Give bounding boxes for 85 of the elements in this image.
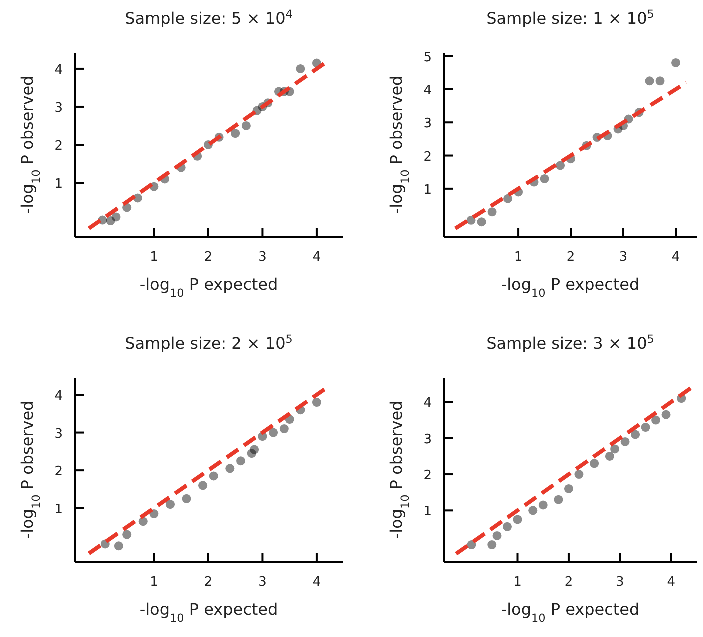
point (488, 208, 497, 217)
point (231, 129, 240, 138)
point (166, 500, 175, 510)
point (466, 216, 476, 225)
x-tick-label: 4 (312, 250, 322, 265)
x-tick-label: 1 (514, 575, 522, 590)
y-tick-label: 1 (424, 504, 432, 520)
y-tick-label: 1 (424, 182, 432, 198)
chart-title: Sample size: 1 × 10$^{5}$ (486, 8, 654, 28)
point (296, 64, 306, 74)
point (477, 218, 486, 227)
x-tick-label: 4 (667, 575, 676, 590)
point (513, 515, 522, 524)
point (590, 459, 600, 468)
point (226, 464, 235, 474)
point (538, 500, 548, 510)
point (564, 484, 574, 494)
x-tick-label: 1 (514, 250, 523, 265)
point (503, 522, 512, 532)
point (250, 445, 260, 454)
point (645, 76, 654, 86)
point (641, 423, 650, 432)
x-tick-label: 4 (312, 575, 322, 590)
point (528, 506, 538, 516)
x-tick-label: 3 (258, 250, 267, 265)
point (122, 530, 132, 540)
point (556, 161, 566, 170)
y-tick-label: 3 (424, 116, 432, 132)
point (182, 494, 192, 504)
point (198, 481, 208, 490)
x-tick-label: 4 (672, 250, 680, 265)
point (280, 424, 289, 434)
x-tick-label: 3 (258, 575, 267, 590)
point (662, 410, 671, 420)
chart-title: Sample size: 5 × 10$^{4}$ (125, 8, 293, 28)
x-tick-label: 3 (616, 575, 624, 590)
point (631, 430, 640, 440)
x-tick-label: 1 (150, 575, 158, 590)
point (574, 470, 584, 480)
point (652, 416, 661, 425)
x-axis-title: -log$_{10}$ P expected (501, 600, 640, 624)
point (672, 58, 681, 68)
point (209, 472, 218, 481)
x-axis-title: -log$_{10}$ P expected (140, 275, 278, 300)
point (492, 531, 502, 540)
x-tick-label: 2 (564, 575, 574, 590)
y-tick-label: 4 (424, 83, 432, 98)
chart-title: Sample size: 3 × 10$^{5}$ (486, 332, 654, 353)
chart-title: Sample size: 2 × 10$^{5}$ (125, 332, 293, 353)
y-tick-label: 4 (54, 62, 63, 78)
x-axis-title: -log$_{10}$ P expected (501, 275, 640, 300)
point (312, 398, 322, 408)
y-tick-label: 2 (424, 468, 432, 484)
y-tick-label: 2 (424, 150, 432, 165)
x-tick-label: 2 (566, 250, 576, 265)
x-tick-label: 2 (204, 575, 213, 590)
y-tick-label: 5 (424, 50, 432, 66)
point (504, 194, 513, 204)
point (554, 495, 564, 504)
point (540, 174, 550, 184)
x-tick-label: 2 (204, 250, 213, 265)
y-tick-label: 3 (424, 432, 432, 448)
point (488, 540, 497, 550)
point (605, 452, 614, 461)
y-tick-label: 2 (54, 139, 63, 154)
y-tick-label: 4 (424, 396, 432, 412)
point (620, 437, 630, 446)
y-tick-label: 1 (54, 177, 63, 192)
y-tick-label: 1 (54, 502, 63, 518)
y-tick-label: 2 (54, 464, 63, 480)
point (610, 444, 620, 454)
y-tick-label: 3 (54, 426, 63, 442)
point (112, 212, 121, 222)
point (236, 456, 246, 466)
point (242, 121, 251, 130)
point (138, 517, 148, 526)
point (269, 428, 278, 438)
y-tick-label: 3 (54, 100, 63, 116)
point (467, 540, 476, 550)
x-tick-label: 1 (150, 250, 158, 265)
point (656, 76, 665, 86)
x-axis-title: -log$_{10}$ P expected (140, 600, 278, 624)
point (114, 542, 124, 551)
x-tick-label: 3 (619, 250, 628, 265)
y-tick-label: 4 (54, 389, 63, 404)
